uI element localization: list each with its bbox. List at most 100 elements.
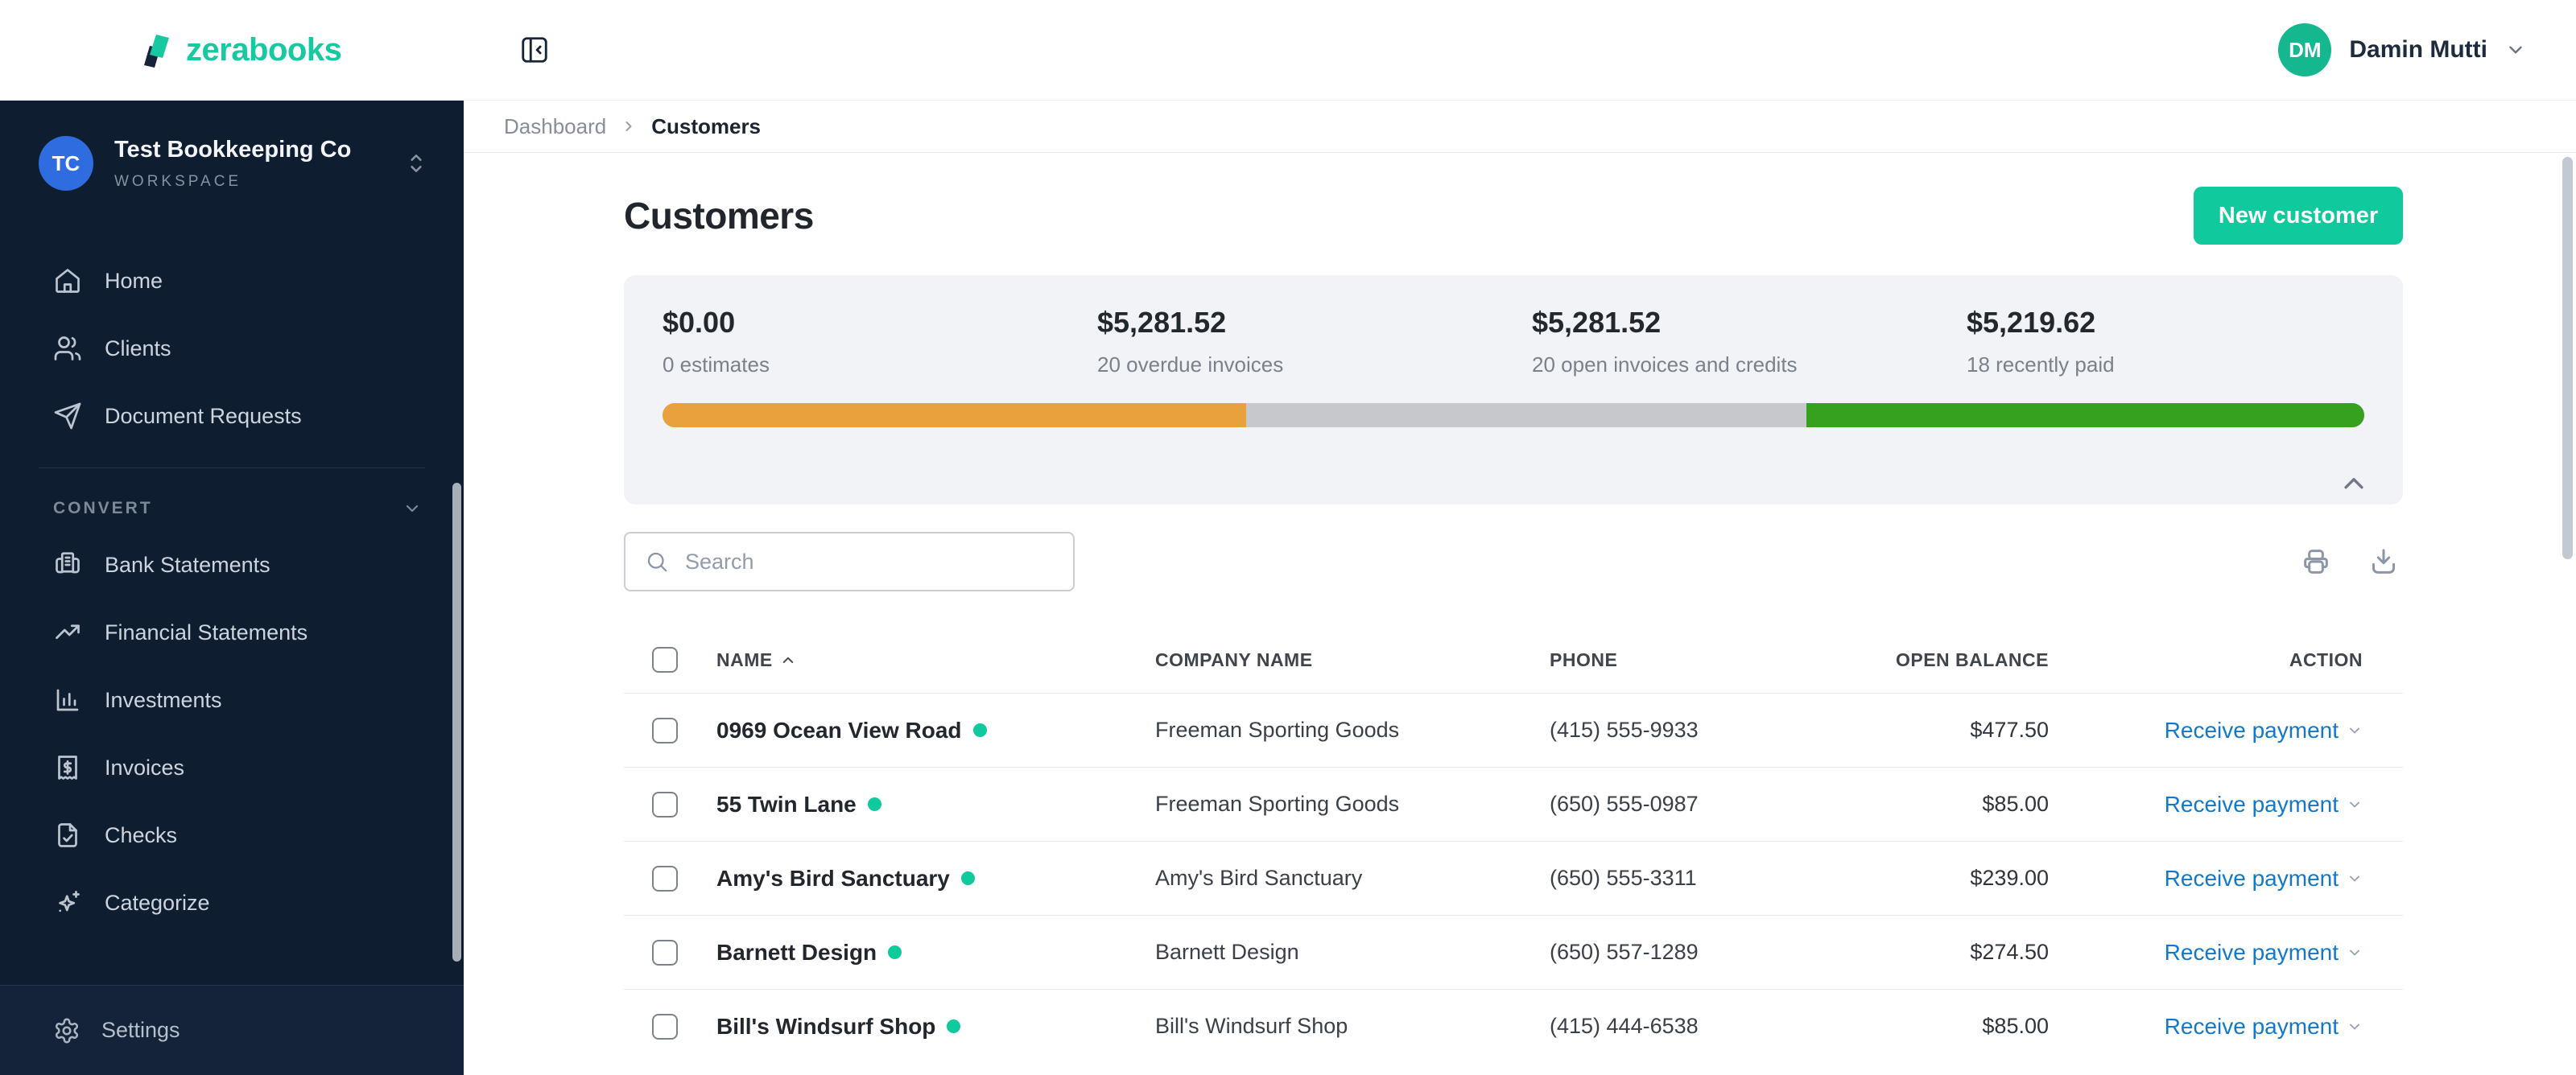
home-icon	[53, 266, 82, 295]
gear-icon	[53, 1017, 80, 1044]
stat-value: $5,219.62	[1967, 306, 2096, 339]
sidebar: TC Test Bookkeeping Co WORKSPACE	[0, 101, 464, 1075]
open-balance: $85.00	[1982, 792, 2049, 816]
sidebar-nav: Home Clients	[0, 215, 464, 937]
sidebar-item-bank-statements[interactable]: Bank Statements	[0, 531, 464, 599]
customer-name-link[interactable]: Amy's Bird Sanctuary	[716, 865, 950, 891]
select-all-checkbox[interactable]	[652, 647, 678, 673]
stat-label: 20 overdue invoices	[1097, 352, 1284, 377]
workspace-name: Test Bookkeeping Co	[114, 136, 352, 163]
sparkles-icon	[53, 888, 82, 917]
receive-payment-button[interactable]: Receive payment	[2164, 865, 2339, 891]
receipt-dollar-icon	[53, 753, 82, 782]
stats-panel: $0.00 0 estimates $5,281.52 20 overdue i…	[624, 275, 2403, 505]
active-status-dot	[972, 723, 987, 737]
sort-asc-icon	[781, 655, 795, 665]
column-header-phone[interactable]: PHONE	[1550, 649, 1618, 670]
sidebar-item-settings[interactable]: Settings	[0, 985, 464, 1075]
sidebar-item-label: Home	[105, 268, 163, 293]
user-menu[interactable]: DM Damin Mutti	[2278, 23, 2576, 76]
chevron-down-icon[interactable]	[2347, 871, 2363, 887]
print-button[interactable]	[2300, 546, 2332, 578]
table-row: Barnett Design Barnett Design (650) 557-…	[624, 915, 2403, 989]
download-icon	[2372, 549, 2395, 574]
logo[interactable]: zerabooks	[139, 31, 342, 68]
company-name: Amy's Bird Sanctuary	[1155, 866, 1363, 890]
customer-name-link[interactable]: Barnett Design	[716, 939, 877, 965]
page-title: Customers	[624, 195, 814, 237]
chevron-right-icon	[621, 118, 637, 134]
sidebar-item-document-requests[interactable]: Document Requests	[0, 382, 464, 450]
customer-name-link[interactable]: 0969 Ocean View Road	[716, 717, 962, 743]
receive-payment-button[interactable]: Receive payment	[2164, 717, 2339, 743]
receive-payment-button[interactable]: Receive payment	[2164, 939, 2339, 965]
row-checkbox[interactable]	[652, 791, 678, 818]
phone: (650) 555-3311	[1550, 866, 1697, 890]
new-customer-button[interactable]: New customer	[2194, 187, 2403, 245]
sidebar-item-home[interactable]: Home	[0, 247, 464, 315]
open-balance: $239.00	[1970, 866, 2049, 890]
breadcrumb-dashboard[interactable]: Dashboard	[504, 113, 607, 138]
sidebar-item-label: Invoices	[105, 755, 185, 780]
chevron-down-icon[interactable]	[2347, 797, 2363, 813]
search-input[interactable]	[685, 549, 1054, 575]
bar-chart-icon	[53, 686, 82, 715]
table-row: Amy's Bird Sanctuary Amy's Bird Sanctuar…	[624, 841, 2403, 915]
chevron-down-icon[interactable]	[2347, 723, 2363, 739]
progress-segment-paid	[1806, 403, 2364, 427]
phone: (415) 444-6538	[1550, 1014, 1699, 1038]
logo-mark-icon	[144, 35, 169, 68]
bank-statement-icon	[53, 550, 82, 579]
open-balance: $274.50	[1970, 940, 2049, 964]
workspace-switcher[interactable]: TC Test Bookkeeping Co WORKSPACE	[0, 101, 464, 215]
download-button[interactable]	[2368, 546, 2400, 578]
selector-icon	[411, 154, 422, 172]
customer-name-link[interactable]: 55 Twin Lane	[716, 791, 857, 817]
collapse-stats-button[interactable]	[2340, 474, 2368, 492]
sidebar-item-clients[interactable]: Clients	[0, 315, 464, 382]
company-name: Barnett Design	[1155, 940, 1299, 964]
sidebar-section-convert[interactable]: CONVERT	[0, 486, 464, 531]
breadcrumb-current: Customers	[651, 113, 762, 138]
row-checkbox[interactable]	[652, 865, 678, 892]
receive-payment-button[interactable]: Receive payment	[2164, 791, 2339, 817]
row-checkbox[interactable]	[652, 1013, 678, 1040]
row-checkbox[interactable]	[652, 717, 678, 743]
table-header-row: NAME COMPANY NAME PHONE OPEN BALANCE ACT…	[624, 627, 2403, 693]
chevron-down-icon[interactable]	[2347, 945, 2363, 961]
sidebar-item-invoices[interactable]: Invoices	[0, 734, 464, 801]
sidebar-scrollbar[interactable]	[452, 483, 461, 962]
progress-segment-overdue	[663, 403, 1247, 427]
column-header-balance[interactable]: OPEN BALANCE	[1895, 649, 2049, 670]
sidebar-item-categorize[interactable]: Categorize	[0, 869, 464, 937]
printer-icon	[2304, 550, 2328, 574]
column-header-company[interactable]: COMPANY NAME	[1155, 649, 1313, 670]
row-checkbox[interactable]	[652, 939, 678, 966]
sidebar-item-label: Document Requests	[105, 403, 302, 428]
phone: (650) 557-1289	[1550, 940, 1699, 964]
active-status-dot	[947, 1019, 961, 1033]
sidebar-item-checks[interactable]: Checks	[0, 801, 464, 869]
active-status-dot	[960, 871, 975, 885]
column-header-name[interactable]: NAME	[716, 649, 773, 670]
sidebar-item-label: Bank Statements	[105, 552, 270, 577]
main-scrollbar[interactable]	[2562, 157, 2573, 559]
logo-text: zerabooks	[186, 31, 342, 68]
users-icon	[53, 334, 82, 363]
sidebar-item-financial-statements[interactable]: Financial Statements	[0, 599, 464, 666]
section-label: CONVERT	[53, 499, 153, 517]
file-check-icon	[53, 821, 82, 850]
workspace-avatar: TC	[39, 136, 93, 191]
open-balance: $477.50	[1970, 718, 2049, 742]
customer-name-link[interactable]: Bill's Windsurf Shop	[716, 1013, 936, 1039]
chevron-down-icon[interactable]	[2347, 1019, 2363, 1035]
search-icon	[647, 552, 667, 572]
sidebar-item-investments[interactable]: Investments	[0, 666, 464, 734]
chevron-down-icon	[402, 499, 422, 518]
sidebar-divider	[39, 467, 425, 468]
collapse-sidebar-button[interactable]	[519, 35, 550, 65]
stat-label: 20 open invoices and credits	[1532, 352, 1798, 377]
breadcrumb: Dashboard Customers	[464, 101, 2576, 153]
receive-payment-button[interactable]: Receive payment	[2164, 1013, 2339, 1039]
